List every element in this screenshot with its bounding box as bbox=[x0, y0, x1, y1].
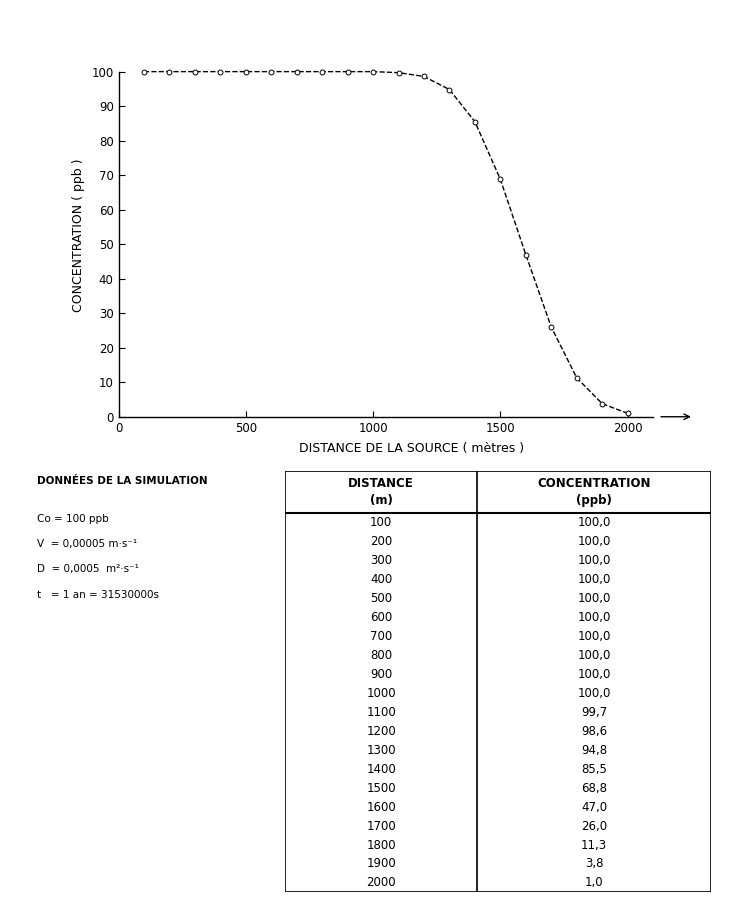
Text: 100,0: 100,0 bbox=[577, 573, 611, 586]
Text: 85,5: 85,5 bbox=[581, 763, 607, 776]
Text: 1500: 1500 bbox=[366, 782, 396, 795]
Text: 1,0: 1,0 bbox=[585, 876, 603, 890]
Text: 900: 900 bbox=[370, 668, 392, 681]
Text: 100,0: 100,0 bbox=[577, 687, 611, 699]
Text: 700: 700 bbox=[370, 630, 392, 643]
Text: 68,8: 68,8 bbox=[581, 782, 607, 795]
Text: 100,0: 100,0 bbox=[577, 554, 611, 567]
Text: V  = 0,00005 m·s⁻¹: V = 0,00005 m·s⁻¹ bbox=[37, 539, 137, 549]
Text: 100,0: 100,0 bbox=[577, 535, 611, 548]
Text: 100,0: 100,0 bbox=[577, 649, 611, 662]
Text: 100,0: 100,0 bbox=[577, 668, 611, 681]
Text: CONCENTRATION
(ppb): CONCENTRATION (ppb) bbox=[537, 477, 651, 507]
Text: 98,6: 98,6 bbox=[581, 725, 608, 737]
Text: 2000: 2000 bbox=[366, 876, 396, 890]
Text: Co = 100 ppb: Co = 100 ppb bbox=[37, 514, 109, 524]
Text: 800: 800 bbox=[370, 649, 392, 662]
Text: 100,0: 100,0 bbox=[577, 630, 611, 643]
Text: 1200: 1200 bbox=[366, 725, 396, 737]
Text: 47,0: 47,0 bbox=[581, 801, 608, 814]
Text: 1100: 1100 bbox=[366, 706, 396, 718]
Text: 94,8: 94,8 bbox=[581, 744, 608, 757]
Text: t   = 1 an = 31530000s: t = 1 an = 31530000s bbox=[37, 590, 159, 600]
Text: 400: 400 bbox=[370, 573, 392, 586]
Text: 1000: 1000 bbox=[366, 687, 396, 699]
Text: 1700: 1700 bbox=[366, 820, 396, 833]
Text: 600: 600 bbox=[370, 611, 392, 624]
Text: DONNÉES DE LA SIMULATION: DONNÉES DE LA SIMULATION bbox=[37, 476, 207, 486]
Text: 3,8: 3,8 bbox=[585, 857, 603, 871]
Text: 1600: 1600 bbox=[366, 801, 396, 814]
Text: 100,0: 100,0 bbox=[577, 592, 611, 605]
Text: 1900: 1900 bbox=[366, 857, 396, 871]
Text: 11,3: 11,3 bbox=[581, 839, 608, 852]
Text: DISTANCE
(m): DISTANCE (m) bbox=[348, 477, 414, 507]
Text: 1300: 1300 bbox=[366, 744, 396, 757]
Text: 100: 100 bbox=[370, 516, 392, 529]
Text: 1400: 1400 bbox=[366, 763, 396, 776]
Text: 1800: 1800 bbox=[366, 839, 396, 852]
Text: 100,0: 100,0 bbox=[577, 611, 611, 624]
Text: 300: 300 bbox=[370, 554, 392, 567]
Text: 100,0: 100,0 bbox=[577, 516, 611, 529]
Text: 99,7: 99,7 bbox=[581, 706, 608, 718]
Y-axis label: CONCENTRATION ( ppb ): CONCENTRATION ( ppb ) bbox=[71, 159, 84, 313]
Text: 500: 500 bbox=[370, 592, 392, 605]
Text: 26,0: 26,0 bbox=[581, 820, 608, 833]
Text: 200: 200 bbox=[370, 535, 392, 548]
Text: D  = 0,0005  m²·s⁻¹: D = 0,0005 m²·s⁻¹ bbox=[37, 564, 139, 574]
X-axis label: DISTANCE DE LA SOURCE ( mètres ): DISTANCE DE LA SOURCE ( mètres ) bbox=[299, 441, 524, 455]
